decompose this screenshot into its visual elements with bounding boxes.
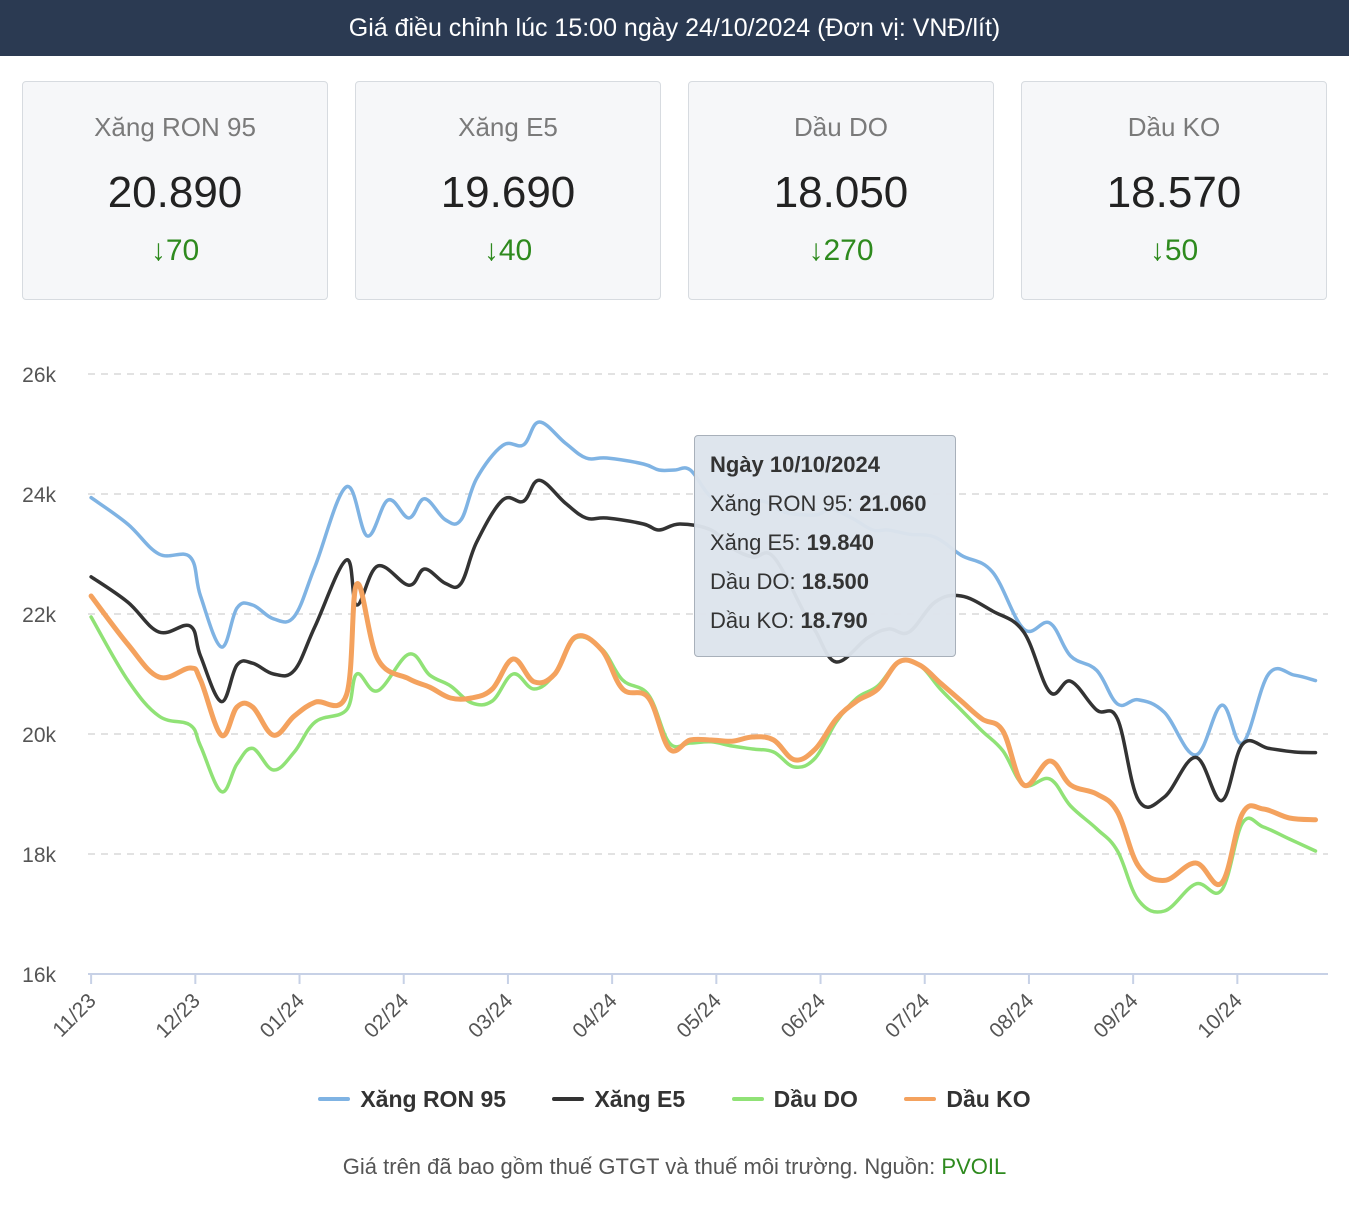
tooltip-row-do: Dầu DO: 18.500 xyxy=(710,569,955,595)
legend-item-ron95[interactable]: Xăng RON 95 xyxy=(318,1086,506,1113)
legend-item-do[interactable]: Dầu DO xyxy=(731,1086,858,1113)
y-tick-label: 26k xyxy=(22,364,56,387)
tooltip-label: Dầu KO: xyxy=(710,608,801,633)
tooltip-label: Xăng RON 95: xyxy=(710,491,860,516)
legend-item-ko[interactable]: Dầu KO xyxy=(904,1086,1031,1113)
x-tick-label: 12/23 xyxy=(151,989,204,1042)
footer-text: Giá trên đã bao gồm thuế GTGT và thuế mô… xyxy=(342,1154,942,1179)
price-card-ko: Dầu KO 18.570 ↓50 xyxy=(1021,81,1327,300)
card-change-value: 50 xyxy=(1164,234,1199,267)
y-tick-label: 24k xyxy=(22,484,56,507)
card-price: 18.050 xyxy=(773,168,909,217)
x-tick-label: 06/24 xyxy=(777,989,831,1043)
arrow-down-icon: ↓ xyxy=(1149,234,1165,267)
price-card-do: Dầu DO 18.050 ↓270 xyxy=(688,81,994,300)
tooltip-value: 18.790 xyxy=(800,608,868,633)
tooltip-value: 21.060 xyxy=(859,491,927,516)
tooltip-label: Xăng E5: xyxy=(710,530,807,555)
source-link[interactable]: PVOIL xyxy=(941,1154,1007,1179)
x-tick-label: 07/24 xyxy=(881,989,935,1043)
legend-label: Xăng E5 xyxy=(594,1086,686,1112)
x-tick-label: 11/23 xyxy=(48,989,100,1041)
card-price: 19.690 xyxy=(440,168,576,217)
card-change: ↓40 xyxy=(356,234,660,268)
legend-swatch xyxy=(552,1096,585,1101)
y-tick-label: 16k xyxy=(22,964,56,987)
x-tick-label: 02/24 xyxy=(360,989,414,1043)
x-tick-label: 09/24 xyxy=(1089,989,1143,1043)
card-fuel-name: Dầu KO xyxy=(1127,112,1221,142)
legend-label: Dầu KO xyxy=(946,1086,1031,1112)
card-fuel-name: Xăng E5 xyxy=(458,112,558,142)
arrow-down-icon: ↓ xyxy=(150,234,166,267)
tooltip-row-ko: Dầu KO: 18.790 xyxy=(710,608,955,634)
legend-label: Dầu DO xyxy=(773,1086,858,1112)
card-change-value: 70 xyxy=(165,234,200,267)
chart-legend: Xăng RON 95 Xăng E5 Dầu DO Dầu KO xyxy=(0,1086,1349,1113)
x-tick-label: 05/24 xyxy=(672,989,726,1043)
tooltip-title: Ngày 10/10/2024 xyxy=(710,452,881,477)
x-tick-label: 01/24 xyxy=(256,989,310,1043)
x-tick-label: 10/24 xyxy=(1193,989,1247,1043)
legend-item-e5[interactable]: Xăng E5 xyxy=(552,1086,685,1113)
legend-swatch xyxy=(318,1096,351,1101)
y-tick-label: 18k xyxy=(22,844,56,867)
y-tick-label: 22k xyxy=(22,604,56,627)
tooltip-value: 18.500 xyxy=(801,569,869,594)
page-title: Giá điều chỉnh lúc 15:00 ngày 24/10/2024… xyxy=(348,14,1001,42)
series-line-e5 xyxy=(89,478,1318,809)
card-price: 18.570 xyxy=(1106,168,1242,217)
series-line-do xyxy=(89,615,1318,914)
chart-footer-note: Giá trên đã bao gồm thuế GTGT và thuế mô… xyxy=(0,1154,1349,1180)
tooltip-value: 19.840 xyxy=(806,530,874,555)
price-card-ron95: Xăng RON 95 20.890 ↓70 xyxy=(22,81,328,300)
card-change-value: 270 xyxy=(823,234,874,267)
card-change: ↓70 xyxy=(23,234,327,268)
tooltip-row-e5: Xăng E5: 19.840 xyxy=(710,530,955,556)
chart-tooltip: Ngày 10/10/2024 Xăng RON 95: 21.060 Xăng… xyxy=(694,435,956,657)
tooltip-row-ron95: Xăng RON 95: 21.060 xyxy=(710,491,955,517)
card-fuel-name: Xăng RON 95 xyxy=(94,112,256,142)
series-line-ko xyxy=(88,581,1318,888)
series-line-ron95 xyxy=(89,420,1318,757)
arrow-down-icon: ↓ xyxy=(808,234,824,267)
card-change-value: 40 xyxy=(498,234,533,267)
arrow-down-icon: ↓ xyxy=(483,234,499,267)
card-change: ↓50 xyxy=(1022,234,1326,268)
legend-swatch xyxy=(731,1096,764,1101)
card-change: ↓270 xyxy=(689,234,993,268)
page-header: Giá điều chỉnh lúc 15:00 ngày 24/10/2024… xyxy=(0,0,1349,56)
legend-swatch xyxy=(904,1096,937,1101)
x-tick-label: 08/24 xyxy=(985,989,1039,1043)
x-tick-label: 03/24 xyxy=(464,989,518,1043)
card-fuel-name: Dầu DO xyxy=(794,112,888,142)
tooltip-label: Dầu DO: xyxy=(710,569,802,594)
price-card-e5: Xăng E5 19.690 ↓40 xyxy=(355,81,661,300)
price-line-chart[interactable]: 16k 18k 20k 22k 24k 26k 11/23 12/23 01/24 02/24 03… xyxy=(0,340,1349,1070)
y-tick-label: 20k xyxy=(22,724,56,747)
card-price: 20.890 xyxy=(107,168,243,217)
legend-label: Xăng RON 95 xyxy=(360,1086,507,1112)
x-tick-label: 04/24 xyxy=(568,989,622,1043)
